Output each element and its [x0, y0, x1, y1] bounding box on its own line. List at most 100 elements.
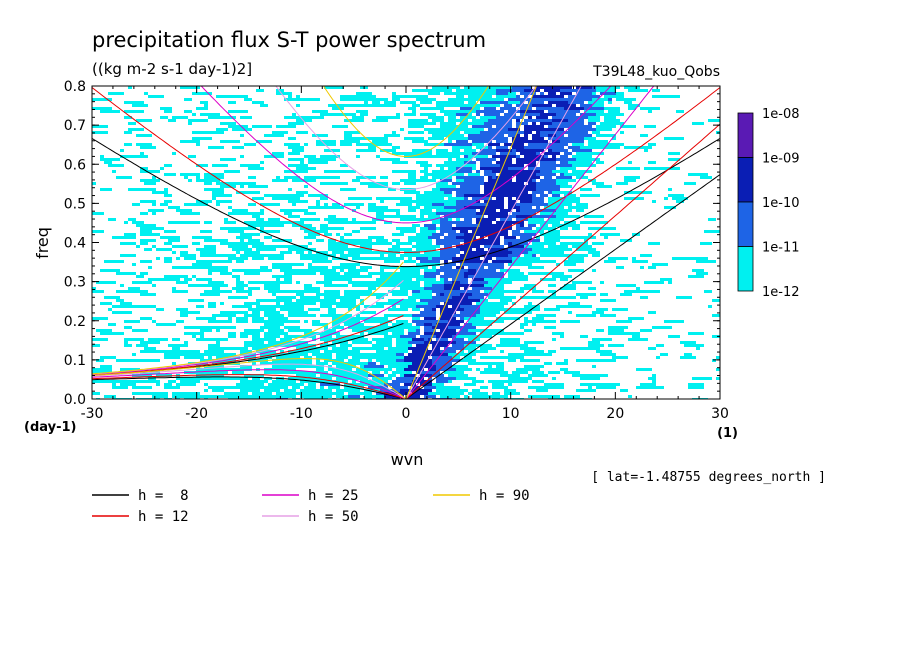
chart-subtitle: ((kg m-2 s-1 day-1)2]	[92, 60, 252, 78]
heatmap-cell	[324, 203, 328, 206]
heatmap-cell	[240, 380, 260, 383]
heatmap-cell	[280, 290, 300, 293]
heatmap-cell	[360, 275, 372, 278]
heatmap-cell	[432, 245, 440, 248]
heatmap-cell	[500, 116, 516, 119]
heatmap-cell	[240, 335, 248, 338]
heatmap-cell	[252, 215, 260, 218]
heatmap-cell	[532, 215, 540, 218]
heatmap-cell	[536, 131, 540, 134]
heatmap-cell	[284, 98, 304, 101]
heatmap-cell	[568, 206, 588, 209]
heatmap-cell	[216, 341, 220, 344]
heatmap-cell	[560, 296, 576, 299]
heatmap-cell	[196, 380, 200, 383]
heatmap-cell	[280, 350, 284, 353]
heatmap-cell	[508, 167, 524, 170]
heatmap-cell	[336, 389, 348, 392]
heatmap-cell	[544, 362, 552, 365]
heatmap-cell	[628, 107, 636, 110]
heatmap-cell	[428, 173, 436, 176]
heatmap-cell	[688, 257, 708, 260]
heatmap-cell	[320, 305, 332, 308]
heatmap-cell	[340, 95, 352, 98]
heatmap-cell	[488, 227, 492, 230]
heatmap-cell	[608, 344, 624, 347]
heatmap-cell	[220, 140, 240, 143]
heatmap-cell	[260, 209, 264, 212]
heatmap-cell	[440, 317, 456, 320]
heatmap-cell	[116, 290, 132, 293]
heatmap-cell	[376, 341, 392, 344]
heatmap-cell	[220, 353, 236, 356]
heatmap-cell	[640, 134, 648, 137]
heatmap-cell	[444, 386, 452, 389]
heatmap-cell	[488, 98, 504, 101]
heatmap-cell	[204, 245, 216, 248]
heatmap-cell	[176, 209, 192, 212]
heatmap-cell	[624, 167, 640, 170]
heatmap-cell	[180, 350, 200, 353]
heatmap-cell	[408, 287, 412, 290]
heatmap-cell	[456, 368, 472, 371]
heatmap-cell	[472, 260, 480, 263]
heatmap-cell	[128, 86, 132, 89]
heatmap-cell	[140, 341, 160, 344]
heatmap-cell	[136, 221, 144, 224]
heatmap-cell	[256, 386, 268, 389]
heatmap-cell	[236, 251, 240, 254]
heatmap-cell	[440, 128, 448, 131]
heatmap-cell	[264, 332, 276, 335]
heatmap-cell	[204, 290, 224, 293]
heatmap-cell	[468, 155, 488, 158]
heatmap-cell	[268, 287, 280, 290]
heatmap-cell	[332, 107, 344, 110]
heatmap-cell	[484, 200, 504, 203]
heatmap-cell	[460, 257, 464, 260]
heatmap-cell	[308, 329, 312, 332]
heatmap-cell	[236, 290, 252, 293]
heatmap-cell	[512, 146, 524, 149]
heatmap-cell	[408, 209, 416, 212]
heatmap-cell	[520, 323, 528, 326]
heatmap-cell	[296, 377, 300, 380]
heatmap-cell	[272, 275, 292, 278]
heatmap-cell	[472, 152, 476, 155]
heatmap-cell	[264, 335, 268, 338]
heatmap-cell	[112, 236, 124, 239]
heatmap-cell	[540, 170, 552, 173]
heatmap-cell	[532, 137, 540, 140]
heatmap-cell	[204, 188, 224, 191]
colorbar-level-label: 1e-11	[762, 241, 800, 256]
heatmap-cell	[456, 326, 476, 329]
heatmap-cell	[380, 269, 384, 272]
heatmap-cell	[252, 332, 260, 335]
dispersion-curves	[92, 86, 720, 399]
heatmap-cell	[608, 122, 624, 125]
heatmap-cell	[100, 332, 112, 335]
heatmap-cell	[220, 122, 236, 125]
heatmap-cell	[296, 119, 312, 122]
heatmap-cell	[380, 389, 400, 392]
heatmap-cell	[200, 359, 204, 362]
heatmap-cell	[252, 311, 260, 314]
heatmap-cell	[348, 197, 364, 200]
heatmap-cell	[436, 218, 440, 221]
heatmap-cell	[344, 299, 356, 302]
heatmap-cell	[148, 209, 164, 212]
heatmap-cell	[424, 227, 428, 230]
heatmap-cell	[156, 248, 172, 251]
heatmap-cell	[332, 341, 344, 344]
heatmap-cell	[336, 233, 340, 236]
heatmap-cell	[580, 188, 592, 191]
heatmap-cell	[400, 335, 416, 338]
heatmap-cell	[508, 377, 512, 380]
heatmap-cell	[380, 368, 392, 371]
heatmap-cell	[664, 95, 680, 98]
heatmap-cell	[276, 125, 296, 128]
y-tick-label: 0.6	[64, 157, 86, 173]
heatmap-cell	[520, 170, 540, 173]
heatmap-cell	[140, 227, 148, 230]
heatmap-cell	[620, 320, 632, 323]
heatmap-cell	[476, 200, 480, 203]
